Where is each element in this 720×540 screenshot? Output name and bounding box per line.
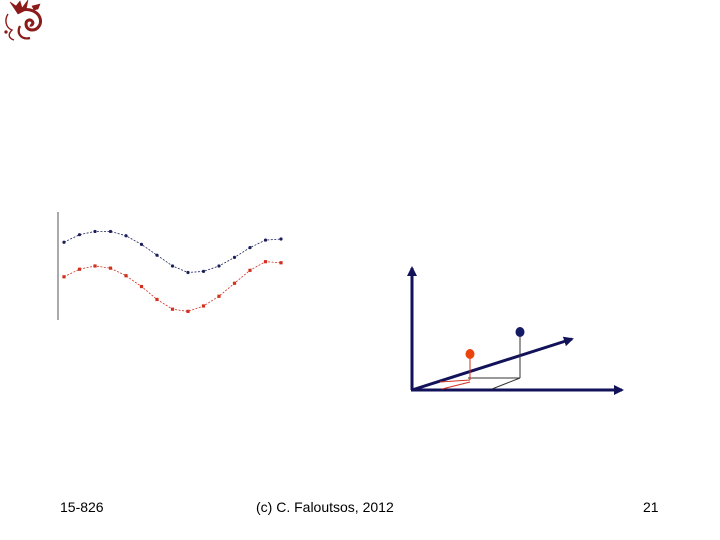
series-red	[62, 260, 283, 313]
series-dark-point	[186, 270, 190, 275]
orange-data-point	[465, 349, 475, 359]
orange-point-diag-line	[441, 381, 471, 390]
series-red-point	[279, 261, 283, 265]
series-red-point	[186, 309, 190, 313]
series-dark-point	[155, 253, 159, 257]
series-dark	[62, 229, 283, 275]
series-dark-point	[279, 237, 283, 241]
series-dark-point	[263, 238, 268, 242]
series-dark-point	[108, 229, 113, 234]
dragon-logo-icon	[4, 0, 42, 41]
series-red-point	[77, 267, 82, 271]
series-dark-point	[62, 240, 66, 244]
series-red-point	[201, 304, 206, 308]
series-dark-point	[170, 264, 175, 268]
series-red-point	[139, 284, 144, 289]
series-red-point	[124, 274, 128, 278]
series-red-point	[232, 281, 237, 285]
series-red-point	[217, 294, 221, 298]
footer-slide-number: 21	[643, 499, 659, 515]
series-dark-point	[77, 233, 82, 237]
series-red-point	[170, 307, 175, 311]
orange-point-base-line	[439, 379, 471, 383]
footer-course: 15-826	[60, 499, 104, 515]
series-red-point	[248, 268, 252, 272]
footer-copyright: (c) C. Faloutsos, 2012	[256, 499, 394, 515]
series-red-point	[263, 260, 268, 264]
series-dark-point	[248, 246, 252, 250]
series-red-point	[62, 275, 66, 279]
series-dark-point	[217, 264, 221, 268]
series-dark-point	[201, 269, 206, 273]
series-red-point	[93, 264, 97, 268]
navy-data-point	[515, 327, 525, 337]
series-dark-point	[124, 234, 128, 238]
series-red-point	[108, 266, 113, 270]
series-dark-point	[139, 242, 144, 246]
navy-point-diag-line	[491, 377, 521, 390]
series-dark-point	[93, 229, 97, 234]
series-red-point	[155, 297, 159, 302]
principal-direction-arrow	[411, 336, 574, 392]
series-dark-point	[232, 255, 237, 259]
